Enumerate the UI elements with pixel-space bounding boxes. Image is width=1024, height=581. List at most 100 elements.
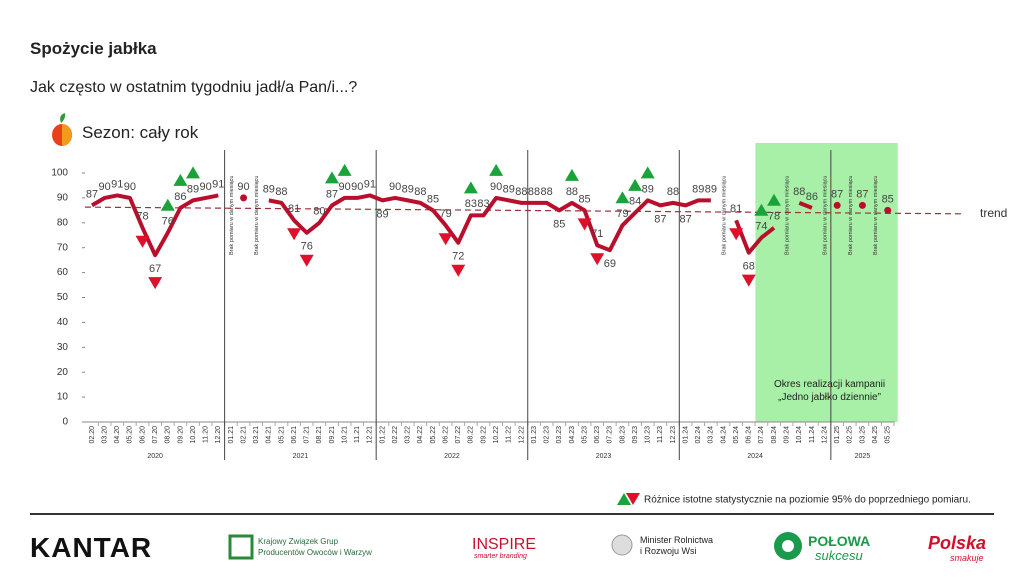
x-tick-label: 06.20	[139, 426, 146, 444]
significance-up	[186, 166, 201, 179]
x-tick-label: 07.24	[758, 426, 765, 444]
missing-label: Brak pomiaru w danym miesiącu	[785, 176, 791, 255]
x-tick-label: 02.24	[695, 426, 702, 444]
x-tick-label: 04.23	[569, 426, 576, 444]
x-tick-label: 10.23	[645, 426, 652, 444]
missing-label: Brak pomiaru w danym miesiącu	[873, 176, 879, 255]
data-label: 89	[187, 183, 199, 195]
data-label: 90	[490, 181, 502, 193]
x-tick-label: 05.21	[278, 426, 285, 444]
missing-label: Brak pomiaru w danym miesiącu	[823, 176, 829, 255]
data-label: 89	[705, 183, 717, 195]
significance-up	[767, 193, 782, 206]
data-label: 68	[743, 261, 755, 273]
significance-down	[577, 218, 592, 231]
significance-down	[729, 228, 744, 241]
data-label: 84	[629, 196, 641, 208]
campaign-highlight	[755, 143, 898, 422]
data-label: 87	[831, 188, 843, 200]
y-tick-label: 80	[57, 217, 69, 228]
significance-down	[299, 254, 314, 267]
logo-polowa: POŁOWA	[808, 533, 870, 549]
chart-subtitle: Jak często w ostatnim tygodniu jadł/a Pa…	[30, 79, 357, 96]
data-point	[240, 194, 248, 202]
x-tick-label: 09.24	[783, 426, 790, 444]
data-label: 90	[351, 181, 363, 193]
data-label: 89	[263, 183, 275, 195]
year-label: 2021	[293, 453, 309, 460]
significance-up	[489, 163, 504, 176]
data-label: 78	[136, 211, 148, 223]
x-tick-label: 02.22	[392, 426, 399, 444]
data-label: 79	[616, 208, 628, 220]
logo-polowa-sub: sukcesu	[815, 548, 863, 563]
campaign-label: „Jedno jabłko dziennie”	[778, 392, 881, 403]
x-tick-label: 12.24	[821, 426, 828, 444]
x-tick-label: 01.25	[834, 426, 841, 444]
x-tick-label: 05.22	[430, 426, 437, 444]
trend-label: trend	[980, 206, 1007, 220]
x-tick-label: 03.22	[405, 426, 412, 444]
x-tick-label: 12.22	[518, 426, 525, 444]
logo-polska-sub: smakuje	[950, 553, 984, 563]
x-tick-label: 08.20	[165, 426, 172, 444]
x-tick-label: 06.23	[594, 426, 601, 444]
x-tick-label: 10.22	[493, 426, 500, 444]
y-tick-label: 50	[57, 292, 69, 303]
data-label: 90	[237, 181, 249, 193]
x-tick-label: 03.21	[253, 426, 260, 444]
x-tick-label: 03.24	[708, 426, 715, 444]
data-label: 89	[402, 183, 414, 195]
x-tick-label: 04.25	[872, 426, 879, 444]
x-tick-label: 11.20	[203, 426, 210, 443]
chart-title: Spożycie jabłka	[30, 39, 157, 58]
data-label: 76	[162, 216, 174, 228]
data-label: 88	[528, 186, 540, 198]
y-tick-label: 40	[57, 317, 69, 328]
x-tick-label: 07.22	[455, 426, 462, 444]
y-tick-label: 0	[62, 417, 68, 428]
x-tick-label: 02.20	[89, 426, 96, 444]
x-tick-label: 12.23	[670, 426, 677, 444]
data-label: 87	[86, 188, 98, 200]
logo-polska: Polska	[928, 533, 986, 553]
x-tick-label: 04.22	[417, 426, 424, 444]
y-tick-label: 10	[57, 392, 69, 403]
missing-label: Brak pomiaru w danym miesiącu	[229, 176, 235, 255]
x-tick-label: 09.23	[632, 426, 639, 444]
data-label: 90	[338, 181, 350, 193]
y-tick-label: 60	[57, 267, 69, 278]
x-tick-label: 07.23	[607, 426, 614, 444]
x-tick-label: 08.24	[771, 426, 778, 444]
data-label: 88	[667, 186, 679, 198]
x-tick-label: 07.21	[304, 426, 311, 444]
significance-up	[640, 166, 655, 179]
x-tick-label: 12.20	[215, 426, 222, 444]
logo-kantar: KANTAR	[30, 532, 152, 563]
note: Różnice istotne statystycznie na poziomi…	[617, 493, 971, 506]
significance-down	[438, 233, 453, 246]
x-tick-label: 05.23	[581, 426, 588, 444]
data-label: 91	[364, 178, 376, 190]
x-tick-label: 09.20	[177, 426, 184, 444]
x-tick-label: 01.21	[228, 426, 235, 444]
logo-kzgpoiw-icon	[228, 534, 254, 560]
data-label: 89	[376, 208, 388, 220]
logo-polowa-icon	[782, 540, 794, 552]
data-label: 86	[174, 191, 186, 203]
data-label: 72	[452, 251, 464, 263]
x-tick-label: 03.23	[556, 426, 563, 444]
data-label: 88	[541, 186, 553, 198]
data-label: 91	[212, 178, 224, 190]
data-label: 91	[111, 178, 123, 190]
data-label: 87	[654, 213, 666, 225]
data-point	[884, 206, 892, 214]
x-tick-label: 04.24	[720, 426, 727, 444]
data-label: 89	[692, 183, 704, 195]
x-tick-label: 05.25	[885, 426, 892, 444]
data-label: 81	[730, 203, 742, 215]
significance-up	[615, 191, 630, 204]
data-label: 89	[642, 183, 654, 195]
